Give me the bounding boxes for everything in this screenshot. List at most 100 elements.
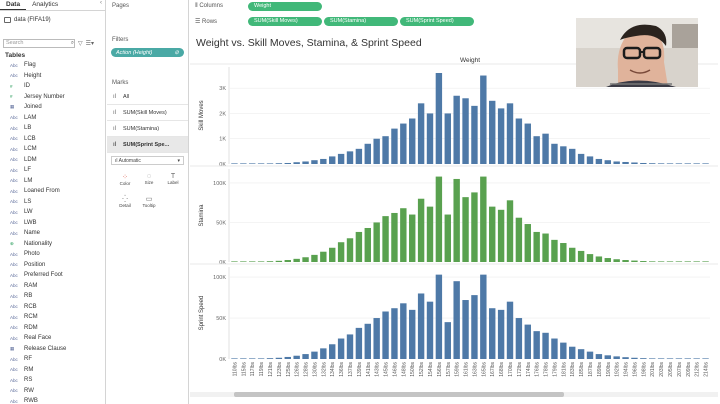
field-item[interactable]: # Jersey Number bbox=[0, 92, 105, 103]
bar bbox=[586, 156, 594, 164]
bar bbox=[542, 233, 549, 262]
field-item[interactable]: ▦ Joined bbox=[0, 102, 105, 113]
bar bbox=[240, 358, 247, 359]
pane-tabs: Data Analytics ‹ bbox=[0, 0, 105, 11]
field-item[interactable]: Abc Flag bbox=[0, 60, 105, 71]
field-item[interactable]: Abc LCM bbox=[0, 144, 105, 155]
pages-shelf[interactable] bbox=[107, 12, 188, 34]
marks-row-skill-moves[interactable]: ıl SUM(Skill Moves) bbox=[107, 105, 188, 121]
size-button[interactable]: ◌ Size bbox=[144, 173, 154, 185]
search-row: Search ⌕ ▽ ☰▾ bbox=[0, 37, 105, 49]
string-type-icon: Abc bbox=[10, 62, 18, 68]
field-item[interactable]: Abc Position bbox=[0, 260, 105, 271]
columns-icon: ⦀ bbox=[195, 2, 200, 9]
field-name: LM bbox=[24, 177, 33, 184]
bar bbox=[346, 334, 354, 359]
filter-pill[interactable]: Action (Height) ⊘ bbox=[111, 48, 184, 57]
y-tick-label: 0K bbox=[219, 260, 226, 266]
field-name: LCM bbox=[24, 146, 37, 153]
bar bbox=[275, 163, 283, 164]
field-item[interactable]: Abc Photo bbox=[0, 249, 105, 260]
rows-pill-stamina[interactable]: SUM(Stamina) bbox=[324, 16, 398, 26]
bar bbox=[577, 250, 585, 262]
rows-pill-sprint-speed[interactable]: SUM(Sprint Speed) bbox=[400, 16, 474, 26]
number-type-icon: # bbox=[10, 83, 13, 89]
pages-card-title: Pages bbox=[112, 3, 130, 9]
field-item[interactable]: Abc RB bbox=[0, 291, 105, 302]
label-button[interactable]: T Label bbox=[167, 173, 179, 185]
field-item[interactable]: Abc Preferred Foot bbox=[0, 270, 105, 281]
bar bbox=[693, 261, 700, 262]
field-item[interactable]: Abc Real Face bbox=[0, 333, 105, 344]
collapse-icon[interactable]: ‹ bbox=[100, 0, 102, 6]
field-item[interactable]: Abc RDM bbox=[0, 323, 105, 334]
x-tick-label: 128lbs bbox=[304, 362, 310, 377]
scrollbar-thumb bbox=[234, 392, 564, 397]
bar bbox=[231, 358, 238, 359]
tab-data[interactable]: Data bbox=[0, 0, 27, 10]
bar bbox=[702, 261, 709, 262]
string-type-icon: Abc bbox=[10, 283, 18, 289]
field-item[interactable]: # ID bbox=[0, 81, 105, 92]
mark-type-dropdown[interactable]: ıl Automatic ▾ bbox=[111, 156, 184, 165]
bar bbox=[444, 322, 451, 359]
field-item[interactable]: Abc LB bbox=[0, 123, 105, 134]
field-item[interactable]: Abc LDM bbox=[0, 155, 105, 166]
bar bbox=[400, 123, 407, 164]
field-item[interactable]: Abc LS bbox=[0, 197, 105, 208]
field-item[interactable]: ▦ Release Clause bbox=[0, 344, 105, 355]
string-type-icon: Abc bbox=[10, 178, 18, 184]
datasource-row[interactable]: data (FIFA19) bbox=[0, 14, 105, 25]
x-tick-label: 183lbs bbox=[570, 362, 576, 377]
bar bbox=[595, 354, 603, 359]
field-item[interactable]: Abc Loaned From bbox=[0, 186, 105, 197]
bar bbox=[613, 161, 620, 164]
field-name: RW bbox=[24, 387, 34, 394]
x-tick-label: 178lbs bbox=[544, 362, 550, 377]
tooltip-button[interactable]: ▭ Tooltip bbox=[142, 195, 156, 208]
field-item[interactable]: Abc LWB bbox=[0, 218, 105, 229]
x-tick-label: 115lbs bbox=[241, 362, 247, 377]
field-item[interactable]: Abc LAM bbox=[0, 113, 105, 124]
field-item[interactable]: Abc RAM bbox=[0, 281, 105, 292]
field-item[interactable]: Abc RF bbox=[0, 354, 105, 365]
field-item[interactable]: Abc LF bbox=[0, 165, 105, 176]
marks-row-all[interactable]: ıl All bbox=[107, 89, 188, 105]
field-item[interactable]: Abc RCM bbox=[0, 312, 105, 323]
database-icon bbox=[4, 16, 11, 23]
x-tick-label: 196lbs bbox=[632, 362, 638, 377]
bar bbox=[364, 323, 371, 359]
view-options-icon[interactable]: ☰▾ bbox=[85, 40, 95, 47]
filter-icon[interactable]: ▽ bbox=[78, 40, 83, 47]
bar bbox=[657, 163, 665, 164]
field-item[interactable]: ⊕ Nationality bbox=[0, 239, 105, 250]
detail-button[interactable]: ⁛ Detail bbox=[119, 195, 131, 208]
color-button[interactable]: ⁘ Color bbox=[119, 173, 131, 186]
field-item[interactable]: Abc Height bbox=[0, 71, 105, 82]
tab-analytics[interactable]: Analytics bbox=[32, 1, 59, 8]
bar bbox=[231, 163, 238, 164]
bar bbox=[586, 254, 594, 262]
x-tick-label: 154lbs bbox=[428, 362, 434, 377]
x-tick-label: 192lbs bbox=[615, 362, 621, 377]
field-item[interactable]: Abc RCB bbox=[0, 302, 105, 313]
marks-row-stamina[interactable]: ıl SUM(Stamina) bbox=[107, 121, 188, 137]
field-item[interactable]: Abc RM bbox=[0, 365, 105, 376]
x-tick-label: 145lbs bbox=[384, 362, 390, 377]
field-item[interactable]: Abc LW bbox=[0, 207, 105, 218]
field-item[interactable]: Abc LM bbox=[0, 176, 105, 187]
field-item[interactable]: Abc Name bbox=[0, 228, 105, 239]
columns-pill-weight[interactable]: Weight bbox=[248, 1, 322, 11]
field-item[interactable]: Abc RW bbox=[0, 386, 105, 397]
field-name: Name bbox=[24, 230, 41, 237]
marks-rows: ıl All ıl SUM(Skill Moves) ıl SUM(Stamin… bbox=[107, 89, 188, 153]
rows-pill-skill-moves[interactable]: SUM(Skill Moves) bbox=[248, 16, 322, 26]
x-tick-label: 119lbs bbox=[259, 362, 265, 377]
marks-row-sprint-speed[interactable]: ıl SUM(Sprint Spe... bbox=[107, 137, 188, 153]
bar bbox=[497, 209, 505, 262]
field-item[interactable]: Abc LCB bbox=[0, 134, 105, 145]
field-item[interactable]: Abc RWB bbox=[0, 396, 105, 404]
field-item[interactable]: Abc RS bbox=[0, 375, 105, 386]
bar bbox=[569, 148, 576, 164]
search-input[interactable]: Search ⌕ bbox=[3, 38, 75, 48]
